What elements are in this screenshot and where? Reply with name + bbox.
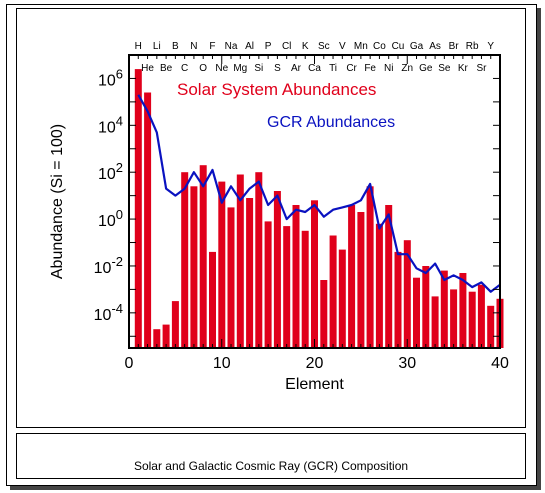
element-label-top: Cu xyxy=(392,41,405,52)
bar-solar-36 xyxy=(459,273,467,348)
bar-solar-22 xyxy=(329,235,337,348)
y-tick-label: 102 xyxy=(98,160,123,183)
y-tick-label: 106 xyxy=(98,66,123,89)
element-label-inside: Se xyxy=(438,63,451,74)
bar-solar-26 xyxy=(366,186,374,348)
element-label-top: As xyxy=(429,41,441,52)
element-label-inside: Zn xyxy=(401,63,413,74)
element-label-top: Rb xyxy=(466,41,479,52)
element-label-inside: Kr xyxy=(458,63,469,74)
element-label-top: N xyxy=(190,41,197,52)
element-label-inside: S xyxy=(274,63,281,74)
x-axis-title: Element xyxy=(285,376,344,393)
element-label-inside: Ge xyxy=(419,63,433,74)
bar-solar-16 xyxy=(273,191,281,348)
element-label-inside: Fe xyxy=(364,63,376,74)
bar-solar-8 xyxy=(199,165,207,348)
element-label-top: Al xyxy=(245,41,254,52)
y-tick-label: 100 xyxy=(98,207,123,230)
x-tick-label: 40 xyxy=(491,355,509,372)
element-label-top: F xyxy=(209,41,215,52)
element-label-top: B xyxy=(172,41,179,52)
line-gcr xyxy=(137,94,501,293)
caption-panel: Solar and Galactic Cosmic Ray (GCR) Comp… xyxy=(16,433,526,479)
element-label-top: Ga xyxy=(410,41,424,52)
bar-solar-20 xyxy=(311,200,318,348)
bar-solar-39 xyxy=(487,305,495,348)
figure-caption: Solar and Galactic Cosmic Ray (GCR) Comp… xyxy=(133,459,409,473)
element-label-inside: Ca xyxy=(308,63,321,74)
bar-solar-33 xyxy=(431,296,439,348)
x-tick-label: 0 xyxy=(125,355,134,372)
bar-solar-19 xyxy=(301,230,309,348)
element-label-inside: Ni xyxy=(384,63,393,74)
legend-solar: Solar System Abundances xyxy=(177,80,376,99)
bar-solar-7 xyxy=(190,186,198,348)
bar-solar-25 xyxy=(357,212,365,348)
y-axis-title: Abundance (Si = 100) xyxy=(49,124,66,279)
element-label-top: P xyxy=(265,41,272,52)
x-tick-label: 10 xyxy=(213,355,231,372)
bar-solar-5 xyxy=(171,301,179,348)
y-tick-label: 10-2 xyxy=(94,254,123,277)
bar-solar-27 xyxy=(375,223,383,348)
bar-solar-37 xyxy=(468,291,476,348)
bar-solar-3 xyxy=(153,329,161,348)
bar-solar-13 xyxy=(246,198,254,348)
element-label-top: V xyxy=(339,41,346,52)
element-label-top: K xyxy=(302,41,309,52)
bar-solar-2 xyxy=(144,92,152,348)
bar-solar-34 xyxy=(440,270,448,348)
bar-solar-15 xyxy=(264,221,272,348)
element-label-top: Y xyxy=(487,41,494,52)
y-tick-label: 104 xyxy=(98,113,123,136)
bar-solar-38 xyxy=(477,284,485,348)
element-label-inside: Ar xyxy=(291,63,302,74)
bar-solar-32 xyxy=(422,266,430,348)
element-label-top: Li xyxy=(153,41,161,52)
bar-solar-31 xyxy=(413,277,420,348)
element-label-inside: He xyxy=(141,63,154,74)
element-label-inside: O xyxy=(199,63,207,74)
bar-solar-17 xyxy=(283,226,291,348)
bar-solar-12 xyxy=(236,174,244,348)
plot-panel: 0 10 20 30 40 106 104 102 100 10-2 10-4 Element Abun… xyxy=(16,8,526,428)
element-label-inside: Cr xyxy=(346,63,357,74)
element-label-inside: Sr xyxy=(476,63,487,74)
bar-solar-21 xyxy=(320,280,328,348)
element-label-inside: Ne xyxy=(215,63,228,74)
bar-solar-4 xyxy=(162,324,170,348)
bar-solar-35 xyxy=(450,289,458,348)
element-label-top: Co xyxy=(373,41,386,52)
element-label-top: Br xyxy=(449,41,460,52)
bar-solar-10 xyxy=(218,181,226,348)
element-label-top: Mn xyxy=(354,41,368,52)
figure-frame: 0 10 20 30 40 106 104 102 100 10-2 10-4 Element Abun… xyxy=(6,4,537,486)
bar-solar-23 xyxy=(338,249,346,348)
bar-solar-28 xyxy=(385,205,393,348)
bar-solar-11 xyxy=(227,207,235,348)
bar-solar-14 xyxy=(255,172,263,348)
bar-solar-18 xyxy=(292,205,300,348)
x-tick-label: 30 xyxy=(398,355,416,372)
element-label-top: H xyxy=(135,41,142,52)
bar-solar-9 xyxy=(209,251,216,348)
bar-solar-24 xyxy=(348,205,356,348)
y-tick-label: 10-4 xyxy=(94,301,123,324)
element-label-inside: C xyxy=(181,63,188,74)
element-label-inside: Si xyxy=(254,63,263,74)
element-label-top: Sc xyxy=(318,41,330,52)
element-label-inside: Be xyxy=(160,63,173,74)
bar-solar-1 xyxy=(134,69,142,348)
element-label-top: Cl xyxy=(282,41,291,52)
bar-solar-30 xyxy=(403,240,411,348)
element-label-inside: Ti xyxy=(329,63,337,74)
element-label-inside: Mg xyxy=(233,63,247,74)
x-tick-label: 20 xyxy=(306,355,324,372)
bar-solar-29 xyxy=(394,251,402,348)
bar-solar-6 xyxy=(181,172,189,348)
legend-gcr: GCR Abundances xyxy=(267,114,395,131)
abundance-chart: 0 10 20 30 40 106 104 102 100 10-2 10-4 Element Abun… xyxy=(49,41,509,393)
element-label-top: Na xyxy=(225,41,238,52)
